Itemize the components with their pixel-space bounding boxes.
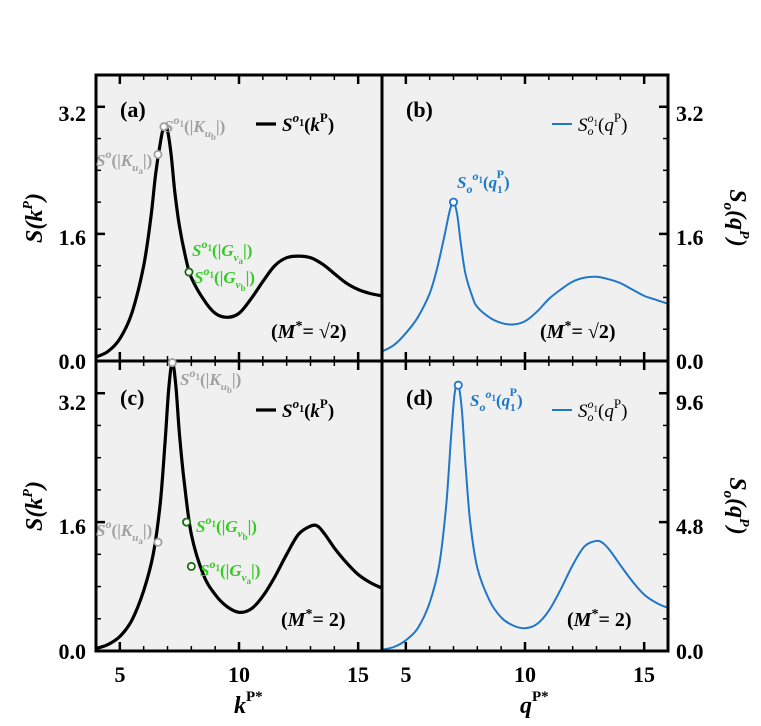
series-line-c [96, 361, 382, 651]
svg-text:qP*: qP* [520, 689, 549, 719]
svg-text:So(|Kua|): So(|Kua|) [96, 517, 152, 546]
panel-label-c: (c) [120, 385, 144, 410]
svg-text:So1(|Kub|): So1(|Kub|) [180, 366, 241, 395]
xtick-label-c-10: 10 [228, 662, 250, 687]
label-Ga-c: So1(|Gva|) [200, 557, 260, 586]
svg-text:S(kP): S(kP) [21, 481, 48, 531]
marker-a-0 [153, 149, 163, 159]
svg-text:So1(|Gva|): So1(|Gva|) [200, 557, 260, 586]
legend-d: Soo1(qP) [552, 396, 627, 424]
label-Kb-a: So1(|Kub|) [164, 113, 225, 142]
ytick-label-c-0.0: 0.0 [59, 639, 87, 664]
series-line-b [382, 200, 668, 353]
label-Ka-c: So(|Kua|) [96, 517, 152, 546]
ytick-label-b-1.6: 1.6 [676, 225, 704, 250]
xtick-label-d-5: 5 [401, 662, 412, 687]
xtick-label-c-15: 15 [347, 662, 369, 687]
svg-text:So1(|Kub|): So1(|Kub|) [164, 113, 225, 142]
panel-d-frame [380, 359, 670, 653]
svg-text:(M*= √2): (M*= √2) [540, 319, 616, 343]
xaxis-title-k: kP* [234, 689, 263, 719]
svg-text:(M*= 2): (M*= 2) [281, 607, 346, 631]
svg-text:(M*= √2): (M*= √2) [271, 319, 347, 343]
ytick-label-b-3.2: 3.2 [676, 101, 704, 126]
label-Ga-a: So1(|Gva|) [192, 237, 252, 266]
svg-text:So1(|Gva|): So1(|Gva|) [192, 237, 252, 266]
annotation-mstar-a: (M*= √2) [271, 319, 347, 343]
svg-text:S(kP): S(kP) [21, 193, 48, 243]
legend-c: So1(kP) [256, 396, 334, 422]
marker-b-0 [448, 197, 458, 207]
yaxis-title-a: S(kP) [21, 193, 48, 243]
xaxis-title-q: qP* [520, 689, 549, 719]
label-Ka-a: So(|Kua|) [96, 147, 152, 176]
ytick-label-b-0.0: 0.0 [676, 349, 704, 374]
ytick-label-d-4.8: 4.8 [676, 514, 704, 539]
ytick-label-d-9.6: 9.6 [676, 390, 704, 415]
xtick-label-c-5: 5 [115, 662, 126, 687]
panel-label-b: (b) [406, 97, 433, 122]
svg-text:So1(kP): So1(kP) [282, 396, 334, 422]
yaxis-title-c: S(kP) [21, 481, 48, 531]
ytick-label-c-3.2: 3.2 [59, 390, 87, 415]
svg-text:So1(|Gvb|): So1(|Gvb|) [194, 264, 255, 293]
marker-layer [153, 122, 463, 571]
svg-text:So(qP): So(qP) [720, 189, 751, 246]
ytick-label-c-1.6: 1.6 [59, 514, 87, 539]
svg-text:Soo1(q1P): Soo1(q1P) [470, 385, 523, 414]
panel-c-background [96, 361, 382, 651]
svg-text:So(qP): So(qP) [720, 477, 751, 534]
xtick-label-d-10: 10 [514, 662, 536, 687]
ytick-label-a-0.0: 0.0 [59, 349, 87, 374]
panel-b-background [382, 75, 668, 361]
marker-c-2 [182, 517, 192, 527]
svg-text:Soo1(qP): Soo1(qP) [578, 110, 627, 138]
marker-c-0 [153, 537, 163, 547]
label-q1-d: Soo1(q1P) [470, 385, 523, 414]
annotation-mstar-c: (M*= 2) [281, 607, 346, 631]
label-Kb-c: So1(|Kub|) [180, 366, 241, 395]
panel-label-a: (a) [120, 97, 146, 122]
series-line-d [382, 383, 668, 651]
marker-c-3 [186, 561, 196, 571]
panel-label-d: (d) [406, 385, 433, 410]
ytick-label-d-0.0: 0.0 [676, 639, 704, 664]
svg-text:Soo1(qP): Soo1(qP) [578, 396, 627, 424]
label-Gb-c: So1(|Gvb|) [196, 513, 257, 542]
yaxis-title-d: So(qP) [720, 477, 751, 534]
xtick-label-d-15: 15 [633, 662, 655, 687]
marker-d-0 [453, 380, 463, 390]
marker-a-2 [184, 267, 194, 277]
svg-text:(M*= 2): (M*= 2) [567, 607, 632, 631]
marker-a-1 [159, 122, 169, 132]
svg-text:So1(kP): So1(kP) [282, 110, 334, 136]
legend-a: So1(kP) [256, 110, 334, 136]
annotation-mstar-b: (M*= √2) [540, 319, 616, 343]
ytick-label-a-3.2: 3.2 [59, 101, 87, 126]
series-line-a [96, 124, 382, 359]
svg-text:So(|Kua|): So(|Kua|) [96, 147, 152, 176]
svg-text:So1(|Gvb|): So1(|Gvb|) [196, 513, 257, 542]
label-Gb-a: So1(|Gvb|) [194, 264, 255, 293]
label-q1-b: Soo1(q1P) [457, 167, 510, 196]
svg-text:kP*: kP* [234, 689, 263, 719]
yaxis-title-b: So(qP) [720, 189, 751, 246]
legend-b: Soo1(qP) [552, 110, 627, 138]
marker-c-1 [167, 358, 177, 368]
ytick-label-a-1.6: 1.6 [59, 225, 87, 250]
svg-text:Soo1(q1P): Soo1(q1P) [457, 167, 510, 196]
annotation-mstar-d: (M*= 2) [567, 607, 632, 631]
